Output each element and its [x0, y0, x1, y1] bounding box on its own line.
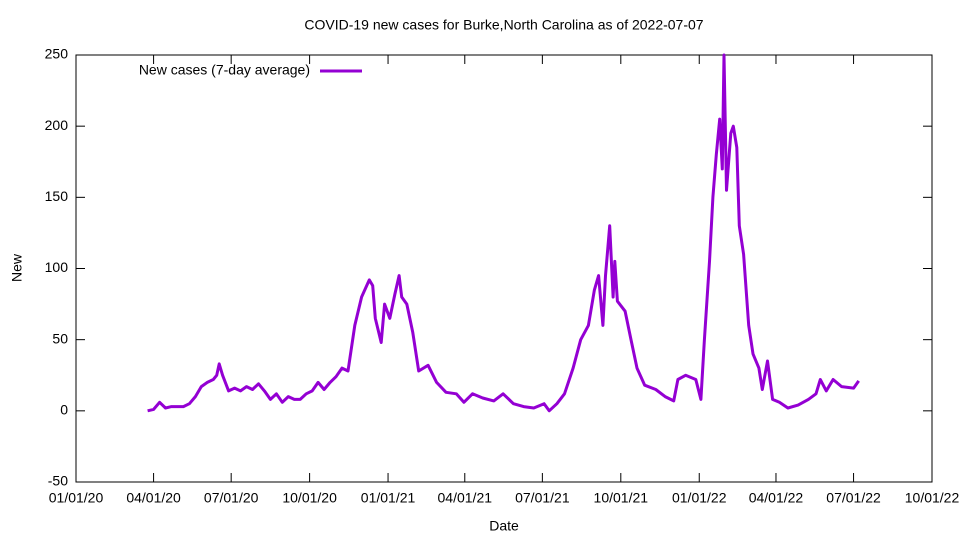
x-tick-label: 10/01/22: [905, 490, 960, 506]
x-tick-label: 10/01/20: [282, 490, 337, 506]
x-tick-label: 04/01/21: [438, 490, 493, 506]
y-axis-label: New: [9, 253, 25, 282]
y-tick-label: 100: [45, 259, 69, 275]
y-tick-label: 200: [45, 117, 69, 133]
x-tick-label: 10/01/21: [594, 490, 649, 506]
legend-label: New cases (7-day average): [139, 62, 310, 78]
y-tick-label: 150: [45, 188, 69, 204]
chart-title: COVID-19 new cases for Burke,North Carol…: [304, 17, 703, 33]
x-tick-label: 04/01/22: [749, 490, 804, 506]
x-tick-label: 01/01/22: [672, 490, 727, 506]
x-tick-label: 07/01/22: [826, 490, 881, 506]
y-tick-label: -50: [48, 473, 68, 489]
x-axis-label: Date: [489, 518, 519, 534]
y-tick-label: 250: [45, 46, 69, 62]
x-tick-label: 01/01/21: [361, 490, 416, 506]
x-tick-label: 07/01/20: [204, 490, 259, 506]
x-tick-label: 01/01/20: [49, 490, 104, 506]
y-tick-label: 0: [60, 402, 68, 418]
x-tick-label: 04/01/20: [126, 490, 181, 506]
data-line: [147, 53, 860, 413]
y-tick-label: 50: [52, 330, 68, 346]
x-tick-label: 07/01/21: [515, 490, 570, 506]
